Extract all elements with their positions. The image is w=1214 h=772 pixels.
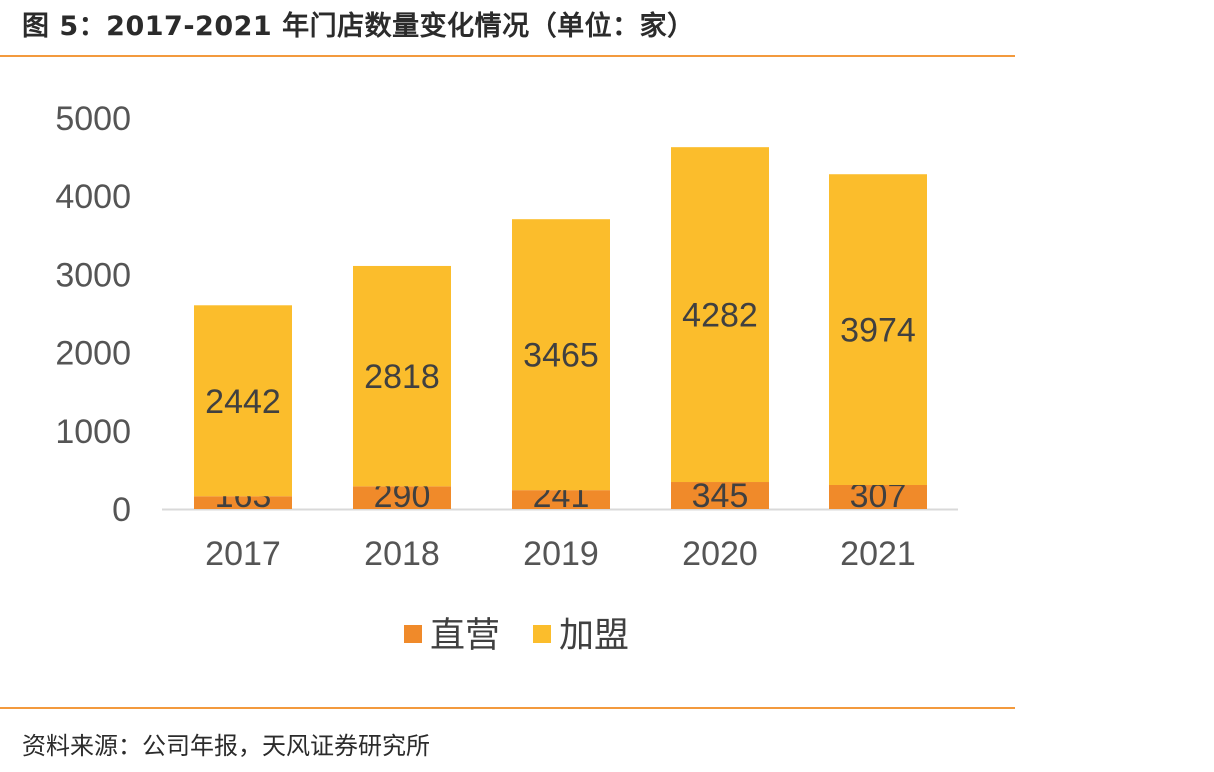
- x-tick-label: 2019: [523, 535, 599, 573]
- title-divider: [0, 55, 1015, 57]
- source-divider: [0, 707, 1015, 709]
- x-tick-label: 2021: [840, 535, 916, 573]
- data-label: 345: [692, 477, 749, 515]
- bar-segment: [671, 482, 769, 509]
- bar-segment: [512, 219, 610, 491]
- y-tick-label: 4000: [55, 178, 131, 216]
- legend-swatch: [533, 625, 551, 643]
- data-label: 2818: [364, 358, 440, 396]
- y-tick-label: 3000: [55, 256, 131, 294]
- bar-segment: [353, 486, 451, 509]
- y-tick-label: 1000: [55, 413, 131, 451]
- bar-segment: [194, 305, 292, 497]
- x-tick-label: 2020: [682, 535, 758, 573]
- y-tick-label: 0: [112, 491, 131, 529]
- data-label: 2442: [205, 383, 281, 421]
- legend-swatch: [404, 625, 422, 643]
- y-axis-tick-labels: 0 1000 2000 3000 4000 5000: [55, 100, 131, 529]
- legend: 直营 加盟: [404, 616, 629, 656]
- data-label: 4282: [682, 297, 758, 335]
- bar-segment: [829, 484, 927, 509]
- data-label: 3465: [523, 337, 599, 375]
- bar-segment: [671, 147, 769, 483]
- bar-segment: [194, 496, 292, 509]
- bar-segment: [829, 174, 927, 485]
- figure-title: 图 5：2017-2021 年门店数量变化情况（单位：家）: [22, 11, 695, 42]
- bar-segment: [512, 490, 610, 509]
- x-tick-label: 2017: [205, 535, 281, 573]
- legend-label: 加盟: [559, 616, 629, 656]
- source-note: 资料来源：公司年报，天风证券研究所: [22, 732, 430, 760]
- bar-group: 16324422902818241346534542823073974: [194, 147, 927, 515]
- y-tick-label: 2000: [55, 335, 131, 373]
- bar-segment: [353, 265, 451, 487]
- x-tick-label: 2018: [364, 535, 440, 573]
- data-label: 3974: [840, 312, 916, 350]
- legend-label: 直营: [430, 616, 500, 656]
- y-tick-label: 5000: [55, 100, 131, 138]
- x-axis-tick-labels: 2017 2018 2019 2020 2021: [205, 535, 916, 573]
